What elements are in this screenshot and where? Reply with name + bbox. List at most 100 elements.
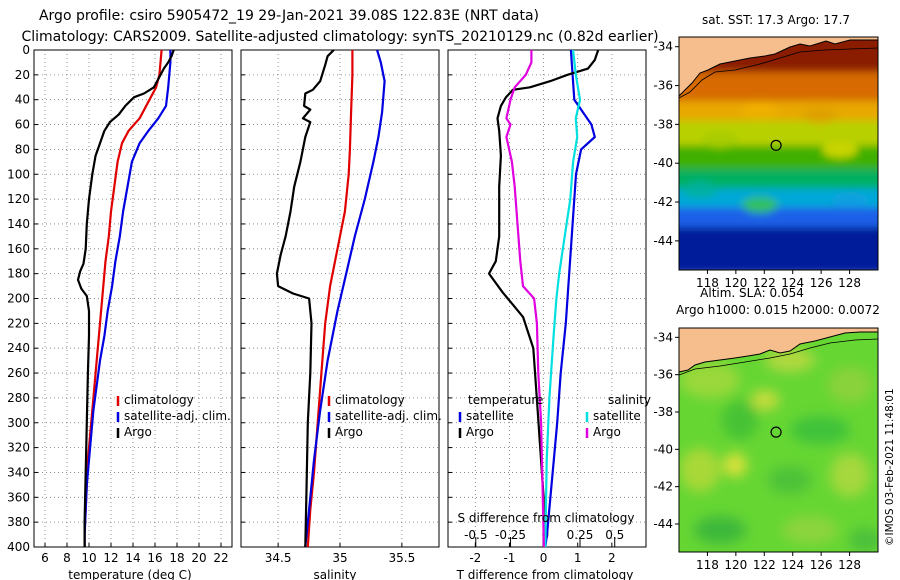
x-tick-label: 34.5: [265, 551, 292, 565]
sla-argo-marker: [770, 426, 782, 438]
sst-land: [679, 37, 878, 96]
map-y-tick-label: -44: [653, 234, 673, 248]
map-y-tick-label: -38: [653, 117, 673, 131]
y-tick-label: 300: [7, 416, 30, 430]
sla-coastline: [679, 331, 878, 373]
sst-patch: [802, 107, 838, 123]
y-tick-label: 20: [15, 68, 30, 82]
sla-map-title-1: Altim. SLA: 0.054: [700, 286, 804, 300]
s-tick-label: 0.25: [567, 528, 594, 542]
sla-contour: [679, 338, 878, 376]
sst-patch: [742, 197, 778, 213]
y-tick-label: 200: [7, 292, 30, 306]
y-tick-label: 400: [7, 540, 30, 554]
legend-label: satellite-adj. clim.: [335, 409, 442, 423]
legend-label: Argo: [593, 425, 621, 439]
map-y-tick-label: -36: [653, 368, 673, 382]
x-tick-label: 10: [81, 551, 96, 565]
difference-panel: -2 -1 0 1 2-0.5 -0.25 0 0.25 0.5 T difference fr…: [447, 49, 651, 580]
legend-label: Argo: [335, 425, 363, 439]
legend-heading-temperature: temperature: [468, 393, 543, 407]
map-y-tick-label: -38: [653, 405, 673, 419]
series-line-salinity-argo: [505, 50, 545, 548]
salinity-panel: 34.5 35 35.5 salinity climatology satellite…: [240, 49, 442, 580]
series-line-argo: [275, 49, 335, 548]
map-x-tick-label: 124: [781, 276, 804, 290]
sst-patch: [682, 182, 718, 198]
x-tick-label: 12: [103, 551, 118, 565]
series-line-temperature-satellite: [544, 49, 596, 548]
y-tick-label: 280: [7, 391, 30, 405]
x-tick-label: 8: [63, 551, 71, 565]
map-y-tick-label: -42: [653, 480, 673, 494]
sla-patches: [680, 348, 878, 552]
series-line-satellite-adj-clim-: [304, 49, 386, 548]
y-tick-label: 140: [7, 217, 30, 231]
map-y-tick-label: -34: [653, 40, 673, 54]
map-x-tick-label: 120: [724, 276, 747, 290]
s-tick-label: 0.5: [605, 528, 624, 542]
difference-x-label: T difference from climatology: [456, 568, 634, 580]
y-tick-label: 220: [7, 316, 30, 330]
map-y-tick-label: -40: [653, 442, 673, 456]
x-tick-label: 14: [125, 551, 140, 565]
y-tick-label: 260: [7, 366, 30, 380]
sla-land: [679, 328, 878, 372]
x-tick-label: 18: [169, 551, 184, 565]
sst-patch: [742, 102, 778, 118]
sst-contour: [679, 47, 878, 99]
map-x-tick-label: 126: [810, 558, 833, 572]
x-tick-label: 16: [147, 551, 162, 565]
sst-patch: [832, 192, 868, 208]
temperature-panel: 6 8 10 12 14 16 18 20 22020406080100120140160180…: [7, 43, 233, 580]
y-tick-label: 240: [7, 341, 30, 355]
x-tick-label: 20: [191, 551, 206, 565]
y-tick-label: 60: [15, 118, 30, 132]
series-line-temperature-argo: [487, 49, 600, 547]
map-y-tick-label: -42: [653, 195, 673, 209]
legend-label: Argo: [466, 425, 494, 439]
s-tick-label: -0.25: [495, 528, 526, 542]
map-y-tick-label: -40: [653, 156, 673, 170]
sst-patch: [822, 142, 858, 158]
sst-color-band: [679, 227, 878, 270]
y-tick-label: 120: [7, 192, 30, 206]
map-x-tick-label: 124: [781, 558, 804, 572]
x-tick-label: 35.5: [389, 551, 416, 565]
y-tick-label: 380: [7, 515, 30, 529]
sla-map-frame: [678, 327, 879, 553]
y-tick-label: 360: [7, 490, 30, 504]
x-tick-label: 0: [540, 551, 548, 565]
map-x-tick-label: 128: [838, 558, 861, 572]
legend-heading-salinity: salinity: [608, 393, 651, 407]
sst-coastline: [679, 39, 878, 97]
map-x-tick-label: 120: [724, 558, 747, 572]
map-x-tick-label: 118: [696, 558, 719, 572]
map-x-tick-label: 122: [753, 276, 776, 290]
series-line-argo: [76, 49, 175, 547]
s-difference-label: S difference from climatology: [458, 511, 635, 525]
x-tick-label: 2: [608, 551, 616, 565]
series-line-salinity-satellite: [544, 49, 582, 548]
map-y-tick-label: -36: [653, 79, 673, 93]
legend-label: satellite: [466, 409, 514, 423]
y-tick-label: 0: [22, 43, 30, 57]
salinity-x-label: salinity: [313, 568, 356, 580]
legend-label: climatology: [335, 393, 405, 407]
x-tick-label: -1: [503, 551, 515, 565]
s-tick-label: -0.5: [464, 528, 487, 542]
y-tick-label: 80: [15, 142, 30, 156]
map-x-tick-label: 122: [753, 558, 776, 572]
y-tick-label: 160: [7, 242, 30, 256]
legend-label: satellite-adj. clim.: [124, 409, 231, 423]
map-x-tick-label: 128: [838, 276, 861, 290]
sla-map-panel: Altim. SLA: 0.054 Argo h1000: 0.015 h200…: [653, 286, 880, 572]
y-tick-label: 40: [15, 93, 30, 107]
x-tick-label: 22: [213, 551, 228, 565]
x-tick-label: 6: [41, 551, 49, 565]
y-tick-label: 320: [7, 441, 30, 455]
sst-map-title: sat. SST: 17.3 Argo: 17.7: [702, 13, 850, 27]
map-x-tick-label: 126: [810, 276, 833, 290]
sst-map-panel: sat. SST: 17.3 Argo: 17.7 118 120 122 124 12…: [653, 13, 879, 290]
